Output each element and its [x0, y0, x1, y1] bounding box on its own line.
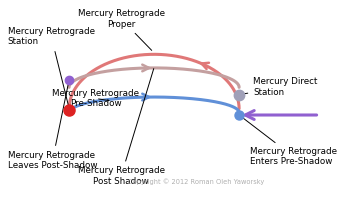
Text: Mercury Retrograde
Post Shadow: Mercury Retrograde Post Shadow	[78, 69, 165, 186]
Text: Mercury Retrograde
Leaves Post-Shadow: Mercury Retrograde Leaves Post-Shadow	[8, 83, 97, 170]
Text: Mercury Direct
Station: Mercury Direct Station	[242, 77, 318, 97]
Text: Mercury Retrograde
Station: Mercury Retrograde Station	[8, 27, 95, 106]
Text: Mercury Retrograde
Enters Pre-Shadow: Mercury Retrograde Enters Pre-Shadow	[241, 117, 337, 166]
Text: Mercury Retrograde
Pre-Shadow: Mercury Retrograde Pre-Shadow	[52, 89, 139, 108]
Text: Copyright © 2012 Roman Oleh Yaworsky: Copyright © 2012 Roman Oleh Yaworsky	[128, 179, 265, 185]
Text: Mercury Retrograde
Proper: Mercury Retrograde Proper	[78, 9, 165, 50]
